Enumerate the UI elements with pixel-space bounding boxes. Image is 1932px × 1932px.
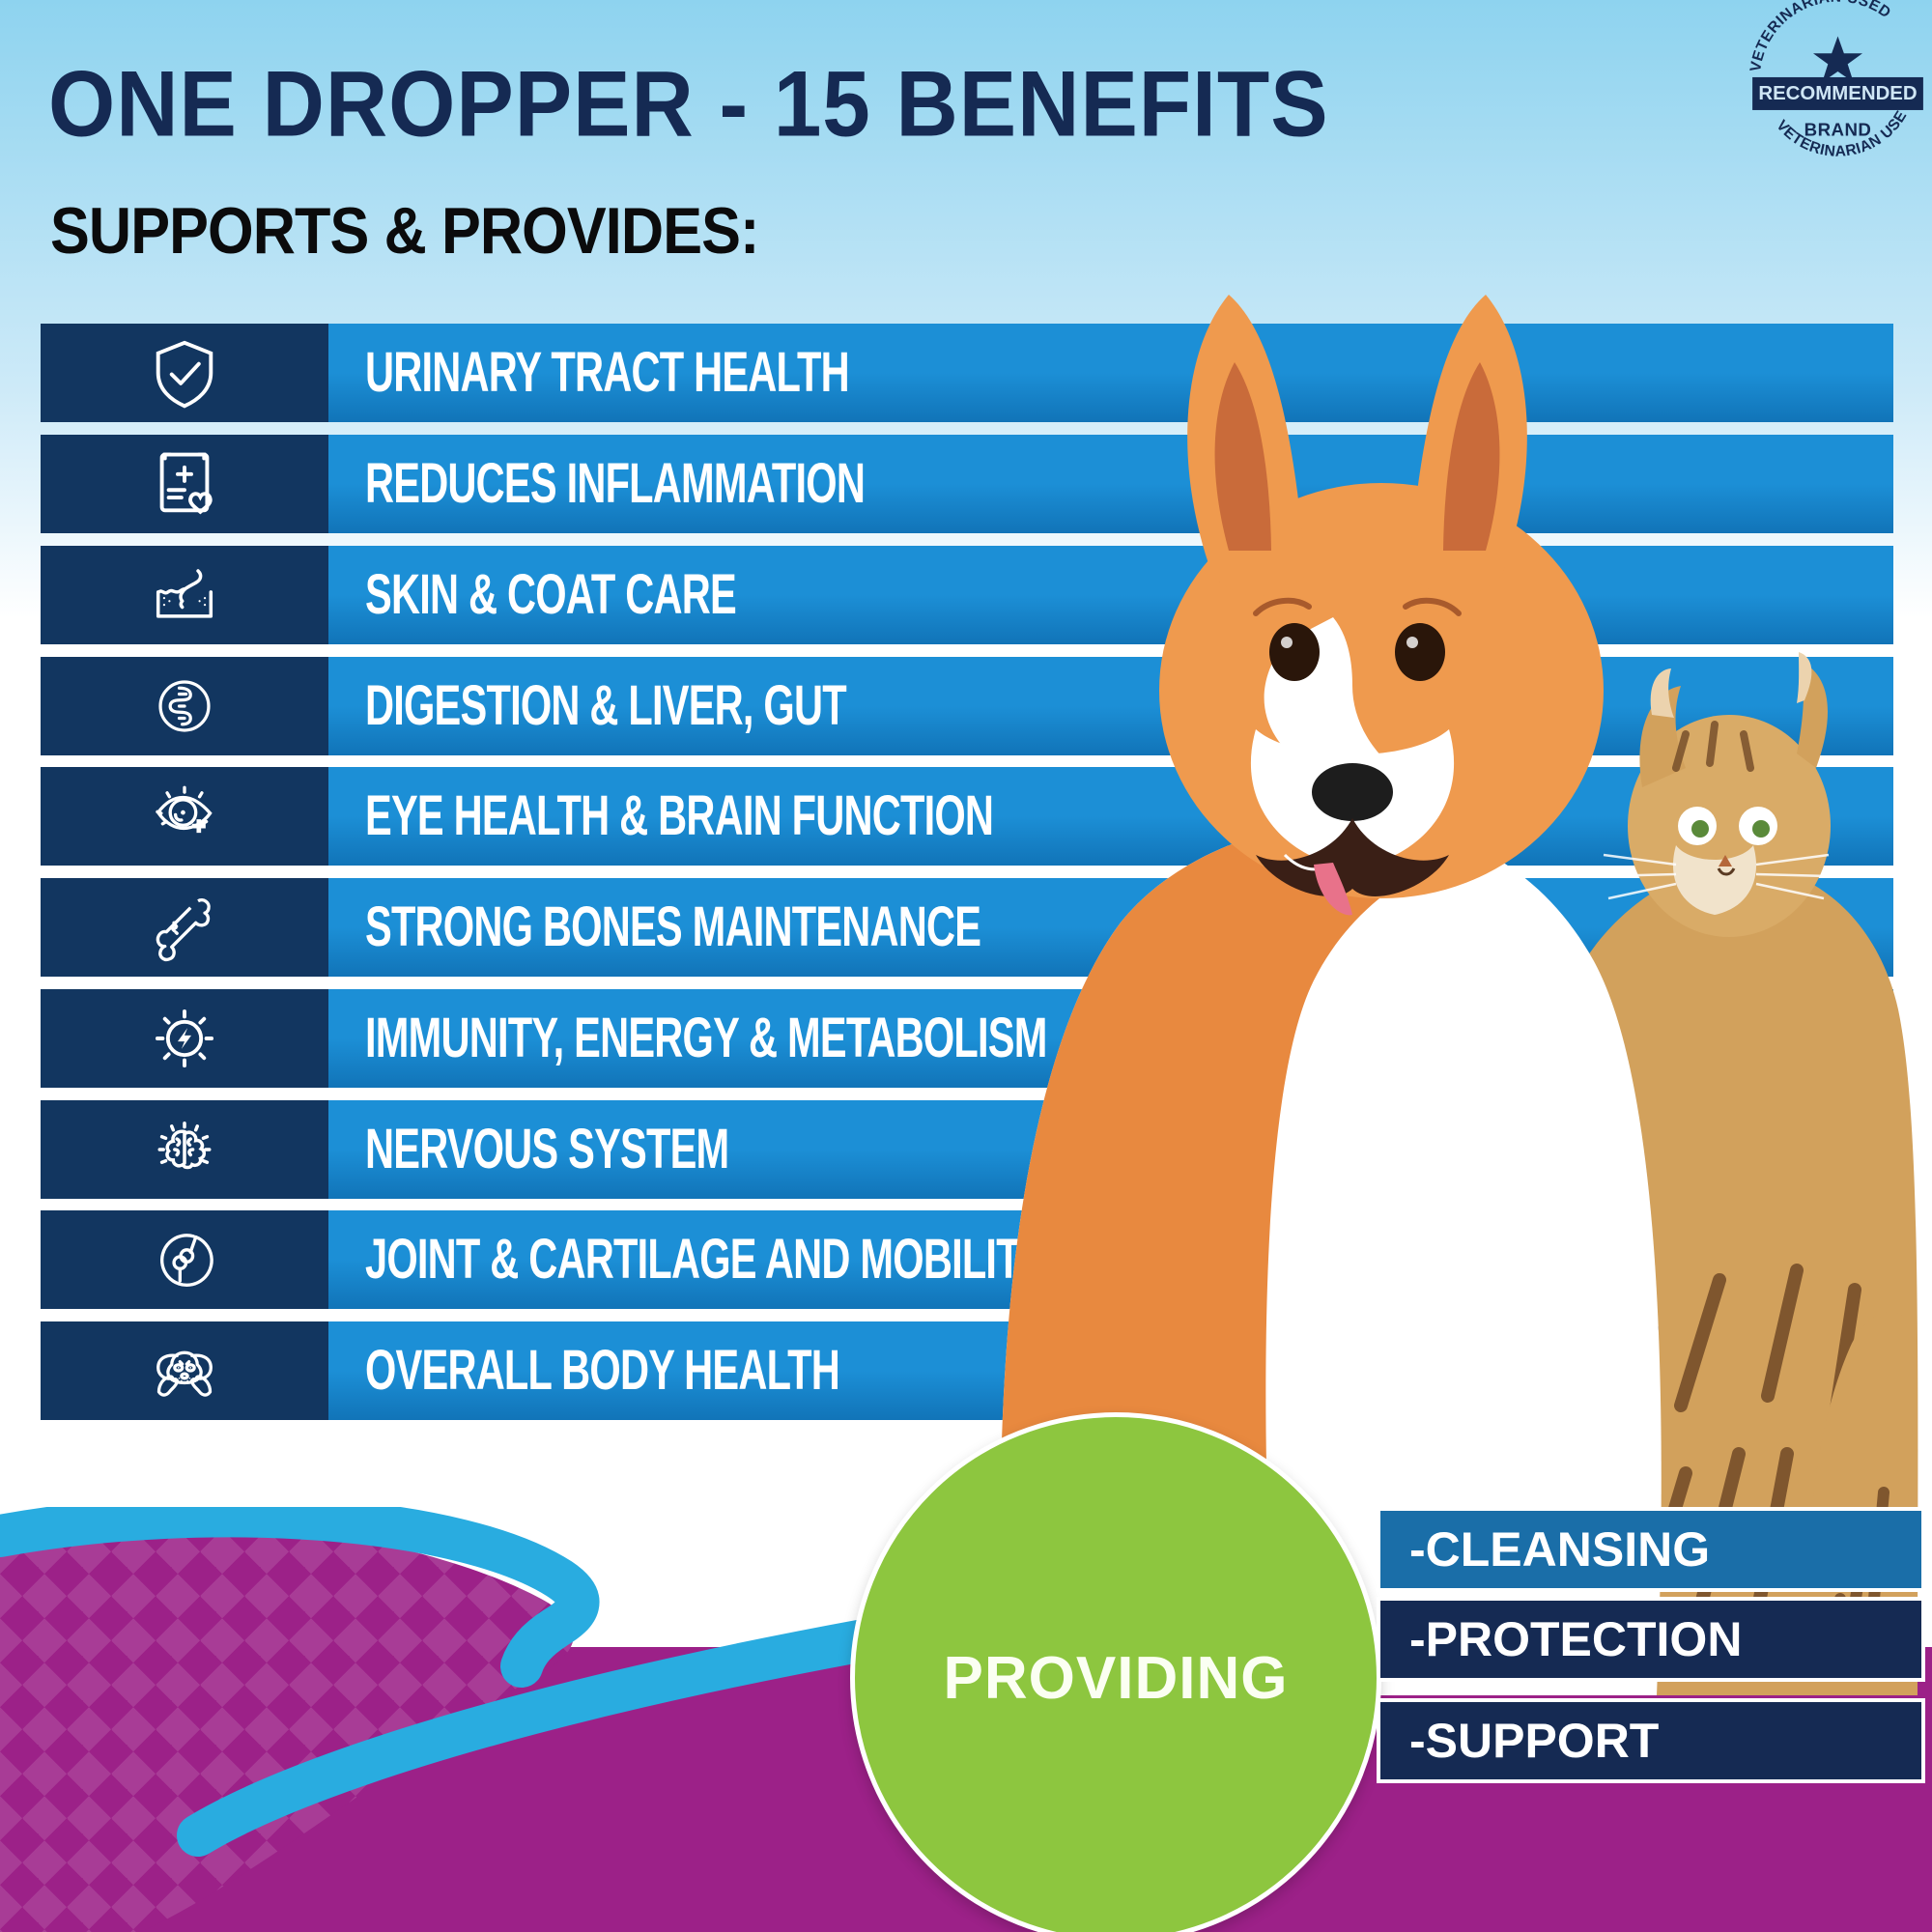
svg-text:RECOMMENDED: RECOMMENDED (1758, 83, 1917, 104)
svg-text:BRAND: BRAND (1804, 119, 1872, 139)
svg-text:VETERINARIAN USED: VETERINARIAN USED (1747, 0, 1893, 73)
